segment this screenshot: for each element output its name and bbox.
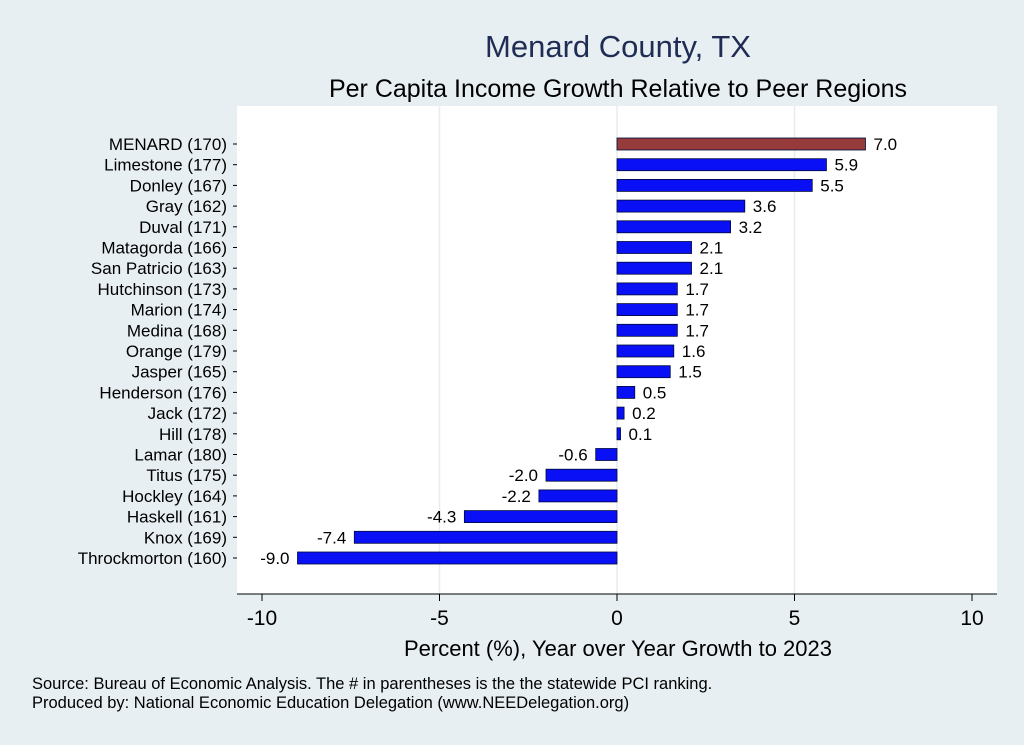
category-label: Matagorda (166): [101, 239, 227, 258]
data-label: 2.1: [700, 239, 724, 258]
bar: [616, 282, 678, 296]
data-label: -4.3: [427, 508, 456, 527]
data-label: 7.0: [874, 135, 898, 154]
bar: [616, 137, 866, 151]
x-tick-label: -5: [430, 607, 449, 630]
bar: [616, 158, 827, 172]
category-label: Titus (175): [146, 466, 227, 485]
data-label: -9.0: [260, 549, 289, 568]
bar: [616, 323, 678, 337]
category-label: Hill (178): [159, 425, 227, 444]
bar: [297, 551, 618, 565]
category-label: Medina (168): [127, 321, 227, 340]
data-label: 3.6: [753, 197, 777, 216]
data-label: 1.6: [682, 342, 706, 361]
x-axis-label: Percent (%), Year over Year Growth to 20…: [404, 636, 832, 661]
data-label: 3.2: [739, 218, 763, 237]
data-label: 0.5: [643, 383, 667, 402]
x-axis-ticks: -10 -5 0 5 10: [247, 594, 984, 630]
data-label: 5.9: [834, 156, 858, 175]
data-label: -2.0: [509, 466, 538, 485]
data-label: -7.4: [317, 528, 346, 547]
category-label: Duval (171): [139, 218, 227, 237]
category-labels: MENARD (170) Limestone (177)Donley (167) G…: [78, 135, 237, 568]
category-label: Throckmorton (160): [78, 549, 227, 568]
bar: [616, 406, 625, 420]
category-label: Jasper (165): [132, 363, 227, 382]
bar: [353, 530, 618, 544]
category-label: MENARD (170): [109, 135, 227, 154]
data-label: 5.5: [820, 176, 844, 195]
chart-title: Menard County, TX: [485, 29, 751, 64]
value-labels: 7.05.95.53.63.22.12.11.71.71.71.61.50.50…: [260, 135, 897, 568]
x-tick-label: -10: [247, 607, 277, 630]
data-label: 0.1: [629, 425, 653, 444]
category-label: Gray (162): [146, 197, 227, 216]
x-tick-label: 10: [960, 607, 983, 630]
bar: [463, 510, 618, 524]
data-label: 0.2: [632, 404, 656, 423]
category-label: Lamar (180): [134, 446, 227, 465]
chart-subtitle: Per Capita Income Growth Relative to Pee…: [329, 75, 907, 103]
category-label: Knox (169): [144, 528, 227, 547]
bar: [616, 385, 636, 399]
data-label: 1.7: [685, 280, 709, 299]
category-label: Donley (167): [130, 176, 227, 195]
data-label: -2.2: [502, 487, 531, 506]
bar: [616, 303, 678, 317]
data-label: 2.1: [700, 259, 724, 278]
category-label: Henderson (176): [99, 383, 227, 402]
bar: [538, 489, 618, 503]
category-label: Haskell (161): [127, 508, 227, 527]
data-label: 1.5: [678, 363, 702, 382]
bars: [297, 137, 866, 565]
data-label: -0.6: [558, 446, 587, 465]
data-label: 1.7: [685, 321, 709, 340]
producer-note: Produced by: National Economic Education…: [32, 694, 630, 712]
category-label: Limestone (177): [104, 156, 227, 175]
bar: [616, 427, 621, 441]
bar: [616, 261, 692, 275]
category-label: Hockley (164): [122, 487, 227, 506]
bar: [616, 220, 731, 234]
category-label: Jack (172): [148, 404, 227, 423]
category-label: San Patricio (163): [91, 259, 227, 278]
category-label: Marion (174): [131, 301, 227, 320]
bar: [595, 448, 618, 461]
bar: [616, 199, 746, 213]
bar: [545, 468, 618, 482]
category-label: Hutchinson (173): [98, 280, 227, 299]
x-tick-label: 0: [611, 607, 623, 630]
source-note: Source: Bureau of Economic Analysis. The…: [32, 675, 713, 693]
bar: [616, 365, 671, 379]
x-tick-label: 5: [789, 607, 801, 630]
bar: [616, 344, 675, 358]
bar: [616, 241, 692, 254]
category-label: Orange (179): [126, 342, 227, 361]
bar: [616, 178, 813, 192]
data-label: 1.7: [685, 301, 709, 320]
